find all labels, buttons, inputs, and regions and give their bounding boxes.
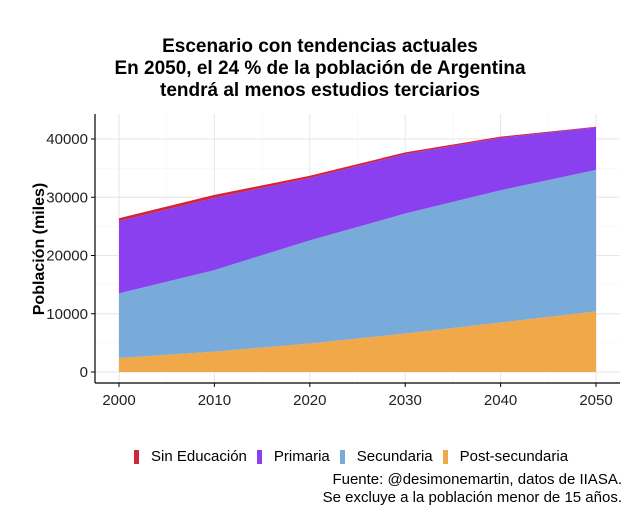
x-tick-label: 2030 xyxy=(389,392,422,409)
source-line-1: Fuente: @desimonemartin, datos de IIASA. xyxy=(332,471,622,488)
x-tick-label: 2000 xyxy=(102,392,135,409)
legend-item: Secundaria xyxy=(339,448,433,465)
chart-title: Escenario con tendencias actuales En 205… xyxy=(0,36,640,102)
area-primaria xyxy=(119,127,596,294)
legend-swatch xyxy=(339,449,345,464)
legend: Sin Educación Primaria Secundaria Post-secu… xyxy=(134,448,578,465)
title-line-3: tendrá al menos estudios terciarios xyxy=(160,80,480,101)
x-tick-label: 2050 xyxy=(579,392,612,409)
legend-label: Sin Educación xyxy=(151,448,247,465)
y-tick-label: 20000 xyxy=(46,248,88,265)
title-line-2: En 2050, el 24 % de la población de Arge… xyxy=(114,58,526,79)
source-note: Fuente: @desimonemartin, datos de IIASA.… xyxy=(323,471,622,507)
legend-item: Post-secundaria xyxy=(442,448,569,465)
x-tick-label: 2040 xyxy=(484,392,517,409)
source-line-2: Se excluye a la población menor de 15 añ… xyxy=(322,489,622,506)
legend-label: Secundaria xyxy=(356,448,433,465)
y-tick-label: 10000 xyxy=(46,306,88,323)
y-tick-label: 30000 xyxy=(46,189,88,206)
area-secundaria xyxy=(119,169,596,359)
legend-item: Primaria xyxy=(256,448,330,465)
legend-label: Post-secundaria xyxy=(459,448,569,465)
title-line-1: Escenario con tendencias actuales xyxy=(162,36,478,57)
legend-swatch xyxy=(256,449,262,464)
area-post-secundaria xyxy=(119,311,596,372)
y-tick-label: 40000 xyxy=(46,131,88,148)
x-tick-label: 2010 xyxy=(198,392,231,409)
legend-item: Sin Educación xyxy=(134,448,247,465)
legend-swatch xyxy=(442,449,448,464)
legend-swatch xyxy=(134,449,139,464)
x-tick-label: 2020 xyxy=(293,392,326,409)
y-tick-label: 0 xyxy=(80,364,88,381)
y-axis-label: Población (miles) xyxy=(31,182,48,316)
legend-label: Primaria xyxy=(273,448,330,465)
